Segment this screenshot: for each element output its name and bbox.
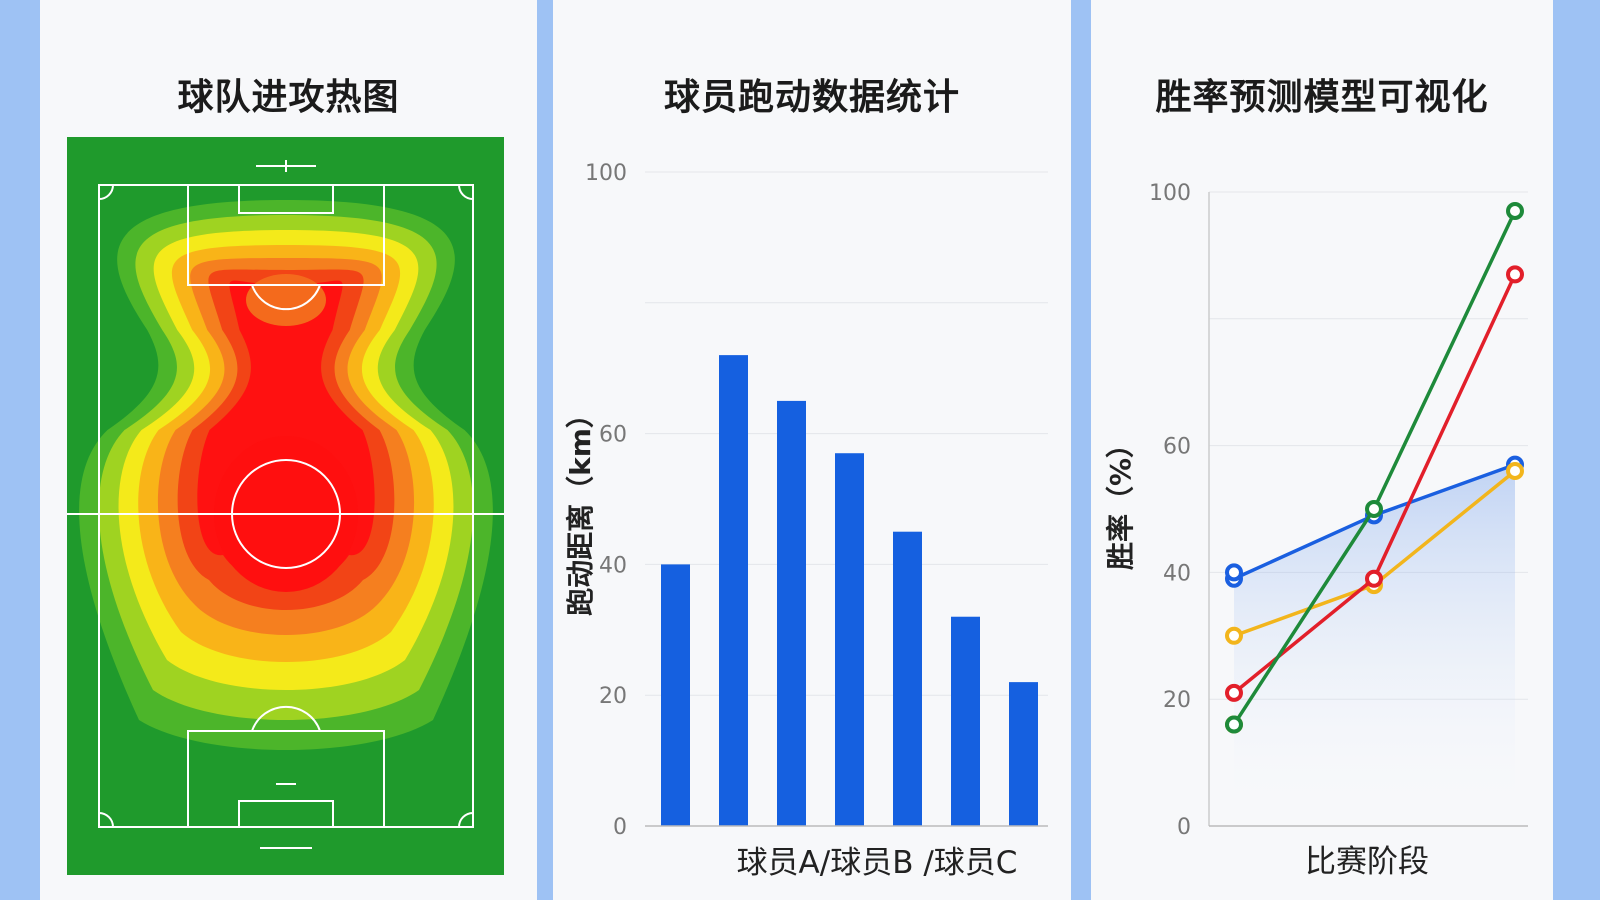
line-y-tick: 40 — [1163, 561, 1191, 586]
line-y-tick: 100 — [1149, 181, 1191, 206]
bar-title: 球员跑动数据统计 — [663, 77, 960, 118]
line-point-1-4 — [1225, 563, 1243, 582]
heatmap-layers — [67, 137, 504, 875]
line-point-4-1 — [1225, 715, 1243, 734]
heatmap-title: 球队进攻热图 — [177, 77, 400, 118]
bar-4 — [835, 453, 864, 826]
bar-y-tick: 60 — [599, 423, 627, 448]
corner-arc-tl — [98, 184, 114, 200]
line-point-3-2 — [1365, 569, 1383, 588]
bar-y-axis-label: 跑动距离（km） — [564, 400, 597, 616]
bar-gridlines — [645, 171, 1048, 696]
line-y-tick: 0 — [1177, 815, 1191, 840]
line-y-tick: 60 — [1163, 435, 1191, 460]
bar-x-axis-label: 球员A/球员B /球员C — [737, 845, 1018, 881]
line-point-3-3 — [1506, 265, 1524, 284]
top-penalty-arc — [251, 284, 321, 311]
line-point-2-3 — [1506, 461, 1524, 480]
heatmap-panel: 球队进攻热图 — [40, 0, 537, 900]
corner-arc-br — [458, 812, 474, 828]
corner-arc-tr — [458, 184, 474, 200]
line-y-tick: 20 — [1163, 688, 1191, 713]
line-point-2-1 — [1225, 626, 1243, 645]
heatmap-chart — [67, 137, 504, 875]
bar-chart: 0 20 40 60 100 跑动距离（km） 球员A/球员B /球员C — [564, 161, 1048, 881]
bar-7 — [1009, 682, 1038, 826]
line-area-fill — [1234, 464, 1515, 826]
bar-series — [661, 355, 1038, 826]
line-chart: 0 20 40 60 100 胜率（%） 比赛阶段 — [1104, 181, 1528, 880]
line-y-axis-label: 胜率（%） — [1104, 430, 1137, 570]
line-y-ticks: 0 20 40 60 100 — [1149, 181, 1191, 840]
line-area-1 — [1234, 464, 1515, 826]
bar-6 — [951, 616, 980, 826]
line-point-4-2 — [1365, 500, 1383, 518]
center-circle — [231, 459, 341, 569]
bar-panel: 球员跑动数据统计 0 20 40 60 100 跑动距离（km） 球员A/球员B /球员… — [553, 0, 1071, 900]
corner-arc-bl — [98, 812, 114, 828]
heat-core-upper — [246, 274, 326, 326]
bottom-penalty-arc — [251, 705, 321, 732]
top-goal-area — [238, 184, 334, 214]
line-title: 胜率预测模型可视化 — [1155, 77, 1489, 118]
bar-y-tick: 100 — [585, 161, 627, 186]
bar-y-tick: 20 — [599, 684, 627, 709]
bar-1 — [661, 564, 690, 826]
bottom-goal-area — [238, 800, 334, 828]
line-x-axis-label: 比赛阶段 — [1305, 844, 1429, 880]
bar-y-ticks: 0 20 40 60 100 — [585, 161, 627, 840]
line-point-3-1 — [1225, 683, 1243, 702]
pitch-lines — [67, 160, 504, 849]
bar-2 — [719, 355, 748, 826]
bar-3 — [777, 400, 806, 826]
line-panel: 胜率预测模型可视化 0 20 40 60 100 胜率（%） 比赛阶段 — [1091, 0, 1553, 900]
bar-5 — [893, 531, 922, 826]
line-point-4-3 — [1506, 202, 1524, 221]
bar-y-tick: 40 — [599, 553, 627, 578]
bar-y-tick: 0 — [613, 815, 627, 840]
line-series — [1225, 202, 1524, 734]
